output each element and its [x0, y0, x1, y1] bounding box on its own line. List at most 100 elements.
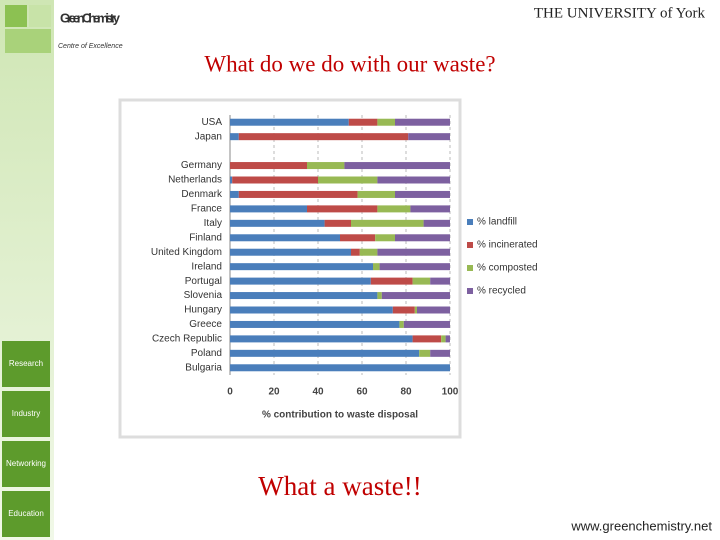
bar-segment [375, 234, 395, 242]
x-tick-label: 80 [400, 387, 412, 398]
legend-label: % landfill [477, 217, 517, 228]
caption: What a waste!! [258, 471, 421, 501]
bar-segment [445, 335, 450, 343]
bar-segment [348, 118, 378, 126]
bar-segment [230, 349, 420, 357]
bar-segment [318, 176, 378, 184]
y-tick-label: Slovenia [184, 290, 223, 301]
bar-segment [395, 118, 450, 126]
bar-segment [410, 205, 450, 213]
y-tick-label: Finland [189, 232, 222, 243]
bar-segment [423, 219, 450, 227]
y-tick-label: United Kingdom [151, 247, 222, 258]
x-tick-label: 20 [268, 387, 280, 398]
x-tick-label: 100 [442, 387, 459, 398]
nav-button[interactable] [2, 441, 50, 487]
bar-segment [351, 248, 360, 256]
bar-segment [230, 306, 393, 314]
bar-segment [230, 320, 400, 328]
y-tick-label: Greece [189, 319, 222, 330]
bar-segment [230, 205, 307, 213]
y-tick-label: Poland [191, 348, 222, 359]
x-tick-label: 60 [356, 387, 368, 398]
bar-segment [417, 306, 450, 314]
bar-segment [412, 277, 431, 285]
nav-label[interactable]: Industry [12, 409, 40, 418]
bar-segment [379, 263, 450, 271]
y-tick-label: Italy [204, 218, 222, 229]
legend-swatch [467, 265, 473, 271]
logo-title: Green Chemistry [60, 10, 121, 25]
bar-segment [414, 306, 417, 314]
y-tick-label: Netherlands [168, 175, 222, 186]
footer-url: www.greenchemistry.net [570, 518, 712, 533]
y-tick-label: Germany [181, 160, 222, 171]
bar-segment [412, 335, 442, 343]
nav-button[interactable] [2, 491, 50, 537]
bar-segment [230, 335, 413, 343]
bar-segment [381, 292, 450, 300]
bar-segment [230, 133, 239, 141]
bar-segment [357, 190, 395, 198]
bar-segment [430, 349, 450, 357]
legend-label: % composted [477, 263, 538, 274]
x-tick-label: 40 [312, 387, 324, 398]
bar-segment [373, 263, 380, 271]
bar-segment [238, 133, 409, 141]
logo-block [5, 5, 27, 27]
logo-block [5, 29, 51, 53]
bar-segment [399, 320, 404, 328]
bar-segment [408, 133, 450, 141]
bar-segment [230, 162, 307, 170]
logo-block [29, 5, 51, 27]
bar-segment [230, 118, 349, 126]
bar-segment [230, 248, 351, 256]
bar-segment [377, 118, 395, 126]
legend-swatch [467, 219, 473, 225]
y-tick-label: Bulgaria [185, 362, 222, 373]
x-axis-label: % contribution to waste disposal [262, 410, 418, 421]
nav-label[interactable]: Research [9, 359, 43, 368]
nav-label[interactable]: Networking [6, 459, 46, 468]
bar-segment [395, 234, 450, 242]
y-tick-label: Ireland [191, 261, 222, 272]
bar-segment [395, 190, 450, 198]
bar-segment [377, 176, 450, 184]
y-tick-label: France [191, 204, 223, 215]
bar-segment [238, 190, 358, 198]
bar-segment [377, 292, 382, 300]
bar-segment [403, 320, 450, 328]
bar-segment [230, 219, 325, 227]
bar-segment [307, 162, 345, 170]
bar-segment [230, 176, 233, 184]
bar-segment [230, 190, 239, 198]
y-tick-label: Czech Republic [152, 334, 222, 345]
bar-segment [230, 234, 340, 242]
bar-segment [340, 234, 376, 242]
bar-segment [230, 292, 378, 300]
bar-segment [232, 176, 318, 184]
bar-segment [344, 162, 450, 170]
bar-segment [377, 205, 411, 213]
nav-button[interactable] [2, 341, 50, 387]
bar-segment [377, 248, 450, 256]
y-tick-label: Portugal [185, 276, 222, 287]
bar-segment [324, 219, 351, 227]
y-tick-label: Japan [195, 131, 222, 142]
bar-segment [392, 306, 415, 314]
nav-button[interactable] [2, 391, 50, 437]
bar-segment [441, 335, 446, 343]
bar-segment [307, 205, 378, 213]
bar-segment [230, 364, 450, 372]
slide-title: What do we do with our waste? [204, 51, 495, 76]
bar-segment [419, 349, 431, 357]
nav-label[interactable]: Education [8, 509, 44, 518]
bar-segment [230, 277, 371, 285]
y-tick-label: Hungary [184, 305, 222, 316]
x-tick-label: 0 [227, 387, 233, 398]
bar-segment [230, 263, 373, 271]
university: THE UNIVERSITY of York [534, 5, 706, 21]
y-tick-label: Denmark [181, 189, 223, 200]
legend-label: % incinerated [477, 240, 538, 251]
y-tick-label: USA [201, 117, 222, 128]
